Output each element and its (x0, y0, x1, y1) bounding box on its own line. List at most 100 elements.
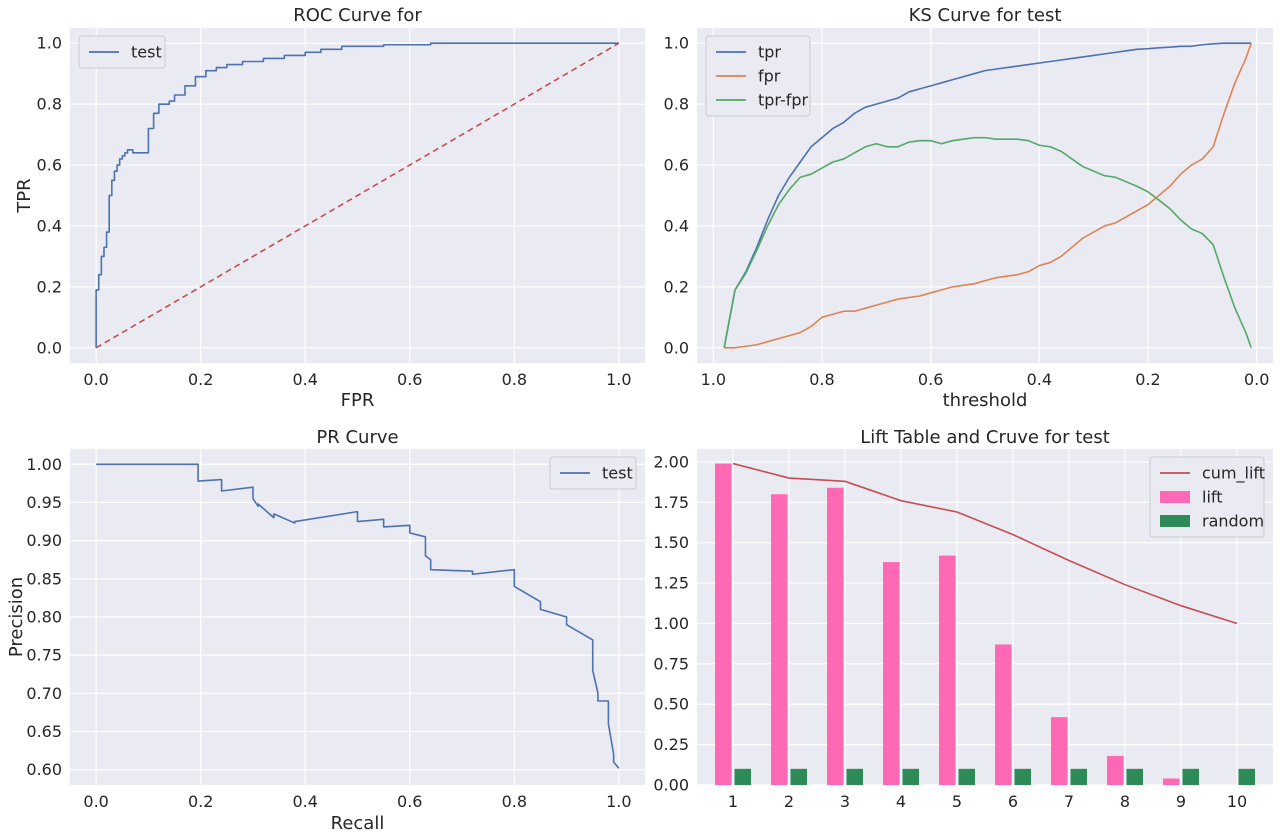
pr-xtick-label: 0.2 (188, 792, 213, 811)
ks-legend-label: tpr-fpr (758, 91, 809, 110)
ks-ytick-label: 0.4 (664, 216, 689, 235)
ks-xtick-label: 0.2 (1135, 370, 1160, 389)
pr-legend-label: test (602, 464, 633, 483)
pr-ytick-label: 0.65 (26, 722, 62, 741)
random-bar (1238, 768, 1255, 785)
roc-legend: test (78, 35, 166, 69)
lift-ytick-label: 1.25 (653, 574, 689, 593)
lift-ytick-label: 1.00 (653, 614, 689, 633)
roc-title: ROC Curve for (293, 5, 422, 26)
lift-xtick-label: 2 (784, 792, 794, 811)
lift-grid (697, 449, 1273, 786)
lift-ytick-label: 0.75 (653, 654, 689, 673)
lift-legend-label: random (1202, 512, 1264, 531)
roc-xtick-label: 0.6 (397, 370, 422, 389)
pr-xtick-label: 0.0 (83, 792, 108, 811)
roc-xlabel: FPR (341, 390, 375, 411)
ks-xtick-label: 0.0 (1244, 370, 1269, 389)
pr-ytick-label: 0.70 (26, 684, 62, 703)
random-bar (1182, 768, 1199, 785)
lift-bar (1163, 778, 1180, 785)
pr-title: PR Curve (316, 427, 398, 448)
ks-xtick-label: 1.0 (701, 370, 726, 389)
random-bar (902, 768, 919, 785)
lift-xtick-label: 10 (1227, 792, 1247, 811)
pr-ytick-label: 0.60 (26, 760, 62, 779)
roc-ytick-label: 0.2 (37, 277, 62, 296)
roc-xtick-label: 1.0 (606, 370, 631, 389)
pr-ytick-label: 0.95 (26, 493, 62, 512)
ks-panel: 1.0 0.8 0.6 0.4 0.2 0.0 0.0 0.2 0.4 0.6 0.8 1.0 KS … (664, 5, 1273, 411)
ks-xtick-label: 0.4 (1027, 370, 1052, 389)
lift-panel: 1 2 3 4 5 6 7 8 9 10 0.00 0.25 0.50 0.75 1.00 1.25 1.50 1… (653, 427, 1273, 811)
lift-ticks: 1 2 3 4 5 6 7 8 9 10 0.00 0.25 0.50 0.75 1.00 1.25 1.50 1… (653, 452, 1247, 811)
ks-legend-label: tpr (758, 43, 781, 62)
ks-ticks: 1.0 0.8 0.6 0.4 0.2 0.0 0.0 0.2 0.4 0.6 0.8 1.0 (664, 34, 1270, 389)
lift-legend-swatch-lift (1160, 491, 1190, 503)
lift-bar (1107, 755, 1124, 785)
ks-xtick-label: 0.6 (918, 370, 943, 389)
roc-ytick-label: 0.0 (37, 338, 62, 357)
roc-legend-label: test (131, 43, 162, 62)
pr-ytick-label: 0.85 (26, 569, 62, 588)
lift-legend-label: cum_lift (1202, 464, 1265, 484)
ks-ytick-label: 1.0 (664, 34, 689, 53)
pr-ytick-label: 0.75 (26, 646, 62, 665)
ks-xlabel: threshold (943, 390, 1028, 411)
pr-xlabel: Recall (331, 813, 385, 834)
random-bar (1070, 768, 1087, 785)
lift-xtick-label: 7 (1064, 792, 1074, 811)
pr-ytick-label: 0.90 (26, 531, 62, 550)
lift-xtick-label: 5 (952, 792, 962, 811)
pr-legend-box (549, 456, 637, 490)
pr-ticks: 0.0 0.2 0.4 0.6 0.8 1.0 0.60 0.65 0.70 0.75 0.80 0.… (26, 455, 631, 811)
pr-xtick-label: 0.8 (502, 792, 527, 811)
lift-ytick-label: 0.00 (653, 776, 689, 795)
pr-xtick-label: 1.0 (606, 792, 631, 811)
pr-ytick-label: 1.00 (26, 455, 62, 474)
pr-series-test (96, 463, 620, 769)
roc-ytick-label: 0.4 (37, 216, 62, 235)
roc-xtick-label: 0.2 (188, 370, 213, 389)
pr-ylabel: Precision (6, 577, 27, 657)
ks-legend-box (705, 35, 811, 117)
pr-ytick-label: 0.80 (26, 608, 62, 627)
lift-xtick-label: 3 (840, 792, 850, 811)
pr-marks (96, 463, 620, 769)
random-bar (846, 768, 863, 785)
lift-xtick-label: 9 (1176, 792, 1186, 811)
lift-xtick-label: 8 (1120, 792, 1130, 811)
roc-marks (95, 42, 620, 349)
ks-legend: tpr fpr tpr-fpr (705, 35, 811, 117)
random-bar (734, 768, 751, 785)
ks-series-tpr (723, 42, 1252, 348)
cum-lift-line (732, 462, 1238, 625)
ks-series-fpr (724, 42, 1253, 349)
random-bar (1126, 768, 1143, 785)
roc-series-test (95, 42, 619, 348)
lift-xtick-label: 6 (1008, 792, 1018, 811)
lift-bar (995, 644, 1012, 785)
lift-bar (939, 555, 956, 785)
ks-marks (723, 42, 1253, 349)
lift-legend-label: lift (1202, 488, 1223, 507)
pr-legend: test (549, 456, 637, 490)
roc-ytick-label: 0.6 (37, 156, 62, 175)
pr-xtick-label: 0.6 (397, 792, 422, 811)
roc-xtick-label: 0.4 (293, 370, 318, 389)
lift-legend-swatch-random (1160, 515, 1190, 527)
lift-bar (883, 562, 900, 785)
roc-ylabel: TPR (14, 178, 35, 213)
random-bar (790, 768, 807, 785)
ks-ytick-label: 0.6 (664, 156, 689, 175)
roc-xtick-label: 0.8 (502, 370, 527, 389)
roc-ytick-label: 1.0 (37, 34, 62, 53)
pr-panel: 0.0 0.2 0.4 0.6 0.8 1.0 0.60 0.65 0.70 0.75 0.80 0.… (6, 427, 645, 834)
ks-ytick-label: 0.2 (664, 277, 689, 296)
lift-ytick-label: 1.50 (653, 533, 689, 552)
lift-ytick-label: 1.75 (653, 493, 689, 512)
lift-ytick-label: 0.25 (653, 735, 689, 754)
lift-xtick-label: 1 (728, 792, 738, 811)
ks-ytick-label: 0.8 (664, 95, 689, 114)
